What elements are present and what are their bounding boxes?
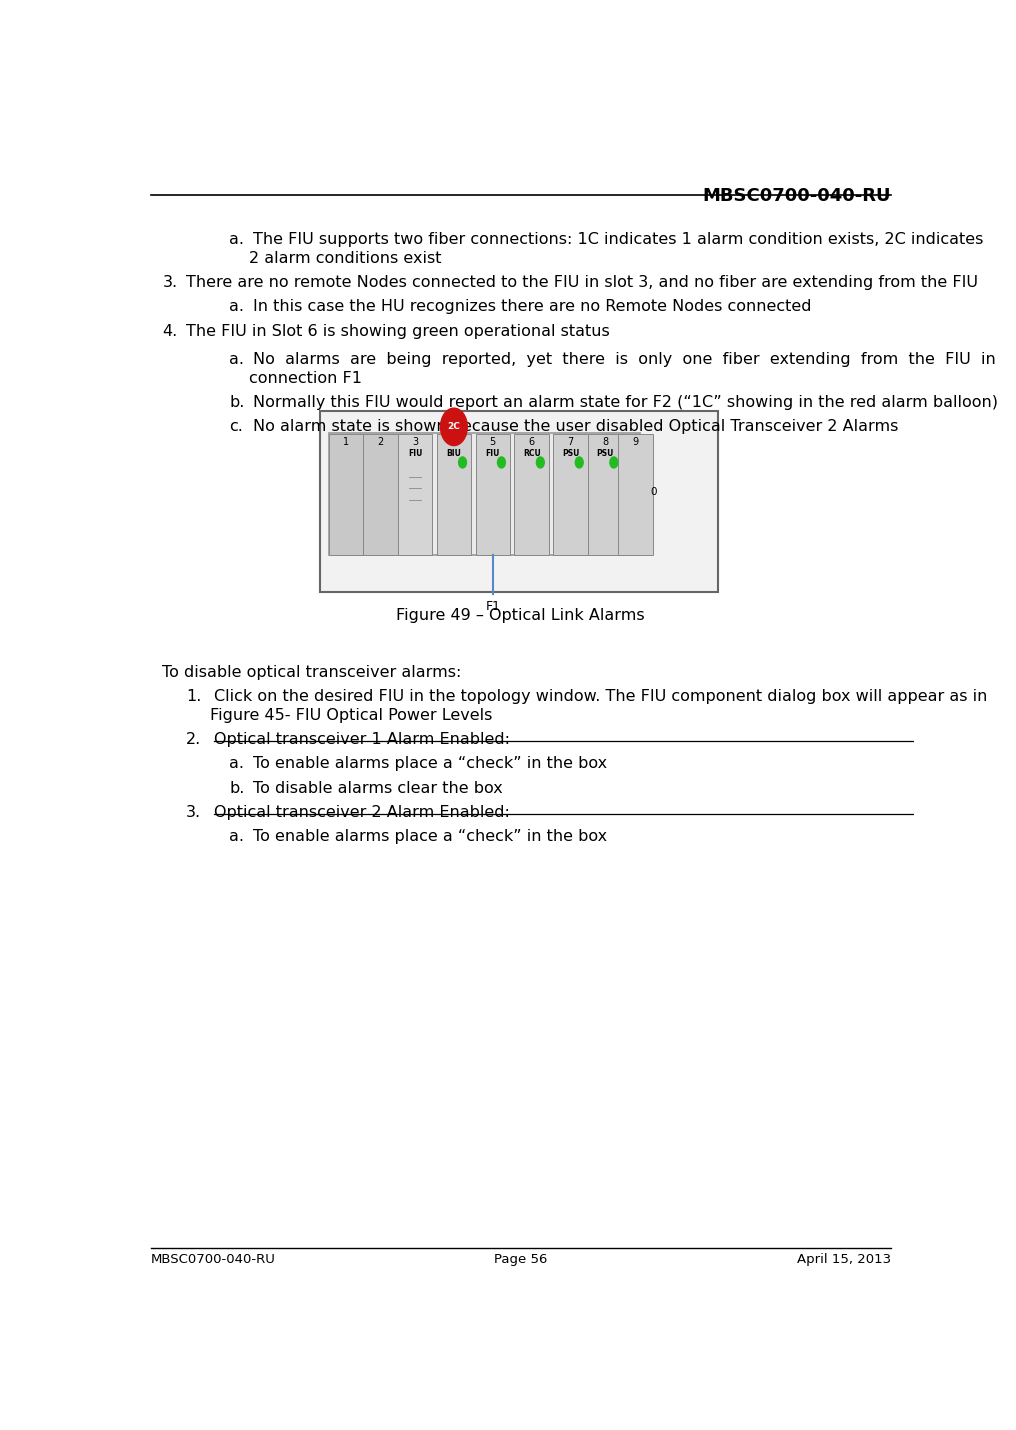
Text: PSU: PSU xyxy=(562,449,579,458)
Text: There are no remote Nodes connected to the FIU in slot 3, and no fiber are exten: There are no remote Nodes connected to t… xyxy=(186,275,978,290)
Text: 2.: 2. xyxy=(186,732,201,746)
Text: To enable alarms place a “check” in the box: To enable alarms place a “check” in the … xyxy=(253,829,608,844)
Text: a.: a. xyxy=(230,756,245,771)
FancyBboxPatch shape xyxy=(320,410,717,592)
Text: F1: F1 xyxy=(486,601,500,613)
Text: April 15, 2013: April 15, 2013 xyxy=(797,1253,891,1266)
FancyBboxPatch shape xyxy=(514,435,549,555)
Text: Optical transceiver 1 Alarm Enabled:: Optical transceiver 1 Alarm Enabled: xyxy=(213,732,510,746)
Text: To disable alarms clear the box: To disable alarms clear the box xyxy=(253,781,503,795)
Text: No alarm state is shown because the user disabled Optical Transceiver 2 Alarms: No alarm state is shown because the user… xyxy=(253,419,898,435)
Text: Figure 49 – Optical Link Alarms: Figure 49 – Optical Link Alarms xyxy=(396,608,645,622)
Text: RCU: RCU xyxy=(523,449,541,458)
Text: 6: 6 xyxy=(528,436,534,446)
Text: 4: 4 xyxy=(451,436,457,446)
FancyBboxPatch shape xyxy=(328,433,640,555)
Text: Figure 45- FIU Optical Power Levels: Figure 45- FIU Optical Power Levels xyxy=(209,708,492,722)
Text: a.: a. xyxy=(230,829,245,844)
Circle shape xyxy=(536,458,545,468)
Text: Optical transceiver 2 Alarm Enabled:: Optical transceiver 2 Alarm Enabled: xyxy=(213,805,509,819)
Text: c.: c. xyxy=(230,419,243,435)
Text: connection F1: connection F1 xyxy=(249,370,362,386)
Text: a.: a. xyxy=(230,299,245,315)
Text: PSU: PSU xyxy=(596,449,614,458)
FancyBboxPatch shape xyxy=(618,435,652,555)
Text: No  alarms  are  being  reported,  yet  there  is  only  one  fiber  extending  : No alarms are being reported, yet there … xyxy=(253,352,996,368)
Text: MBSC0700-040-RU: MBSC0700-040-RU xyxy=(702,187,891,204)
Text: 9: 9 xyxy=(632,436,638,446)
Text: BIU: BIU xyxy=(446,449,461,458)
Text: 4.: 4. xyxy=(163,323,178,339)
Text: FIU: FIU xyxy=(407,449,423,458)
Text: MBSC0700-040-RU: MBSC0700-040-RU xyxy=(150,1253,275,1266)
Circle shape xyxy=(575,458,583,468)
Text: a.: a. xyxy=(230,352,245,368)
FancyBboxPatch shape xyxy=(328,435,363,555)
Text: Normally this FIU would report an alarm state for F2 (“1C” showing in the red al: Normally this FIU would report an alarm … xyxy=(253,395,998,410)
Text: 8: 8 xyxy=(602,436,609,446)
FancyBboxPatch shape xyxy=(397,435,432,555)
Text: b.: b. xyxy=(230,395,245,410)
Text: a.: a. xyxy=(230,232,245,247)
FancyBboxPatch shape xyxy=(363,435,397,555)
Text: Page 56: Page 56 xyxy=(494,1253,548,1266)
Text: 3.: 3. xyxy=(163,275,178,290)
Text: To disable optical transceiver alarms:: To disable optical transceiver alarms: xyxy=(163,665,462,679)
FancyBboxPatch shape xyxy=(475,435,510,555)
Text: 5: 5 xyxy=(490,436,496,446)
FancyBboxPatch shape xyxy=(554,435,588,555)
Text: In this case the HU recognizes there are no Remote Nodes connected: In this case the HU recognizes there are… xyxy=(253,299,812,315)
Text: The FIU in Slot 6 is showing green operational status: The FIU in Slot 6 is showing green opera… xyxy=(186,323,610,339)
Text: b.: b. xyxy=(230,781,245,795)
Text: Click on the desired FIU in the topology window. The FIU component dialog box wi: Click on the desired FIU in the topology… xyxy=(213,689,987,704)
Text: 1: 1 xyxy=(342,436,348,446)
Text: 3: 3 xyxy=(411,436,418,446)
Circle shape xyxy=(458,458,466,468)
Text: The FIU supports two fiber connections: 1C indicates 1 alarm condition exists, 2: The FIU supports two fiber connections: … xyxy=(253,232,983,247)
FancyBboxPatch shape xyxy=(588,435,623,555)
Text: 1.: 1. xyxy=(186,689,201,704)
Text: 2 alarm conditions exist: 2 alarm conditions exist xyxy=(249,250,442,266)
Circle shape xyxy=(610,458,618,468)
Circle shape xyxy=(441,408,467,446)
Text: 2C: 2C xyxy=(447,422,460,432)
Text: 3.: 3. xyxy=(186,805,201,819)
Text: 7: 7 xyxy=(568,436,574,446)
Circle shape xyxy=(498,458,505,468)
Text: To enable alarms place a “check” in the box: To enable alarms place a “check” in the … xyxy=(253,756,608,771)
Text: FIU: FIU xyxy=(486,449,500,458)
Text: 0: 0 xyxy=(650,488,656,498)
Text: 2: 2 xyxy=(377,436,384,446)
FancyBboxPatch shape xyxy=(437,435,471,555)
